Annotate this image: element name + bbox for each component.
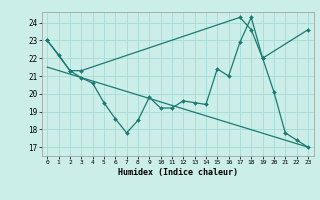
X-axis label: Humidex (Indice chaleur): Humidex (Indice chaleur) (118, 168, 237, 177)
